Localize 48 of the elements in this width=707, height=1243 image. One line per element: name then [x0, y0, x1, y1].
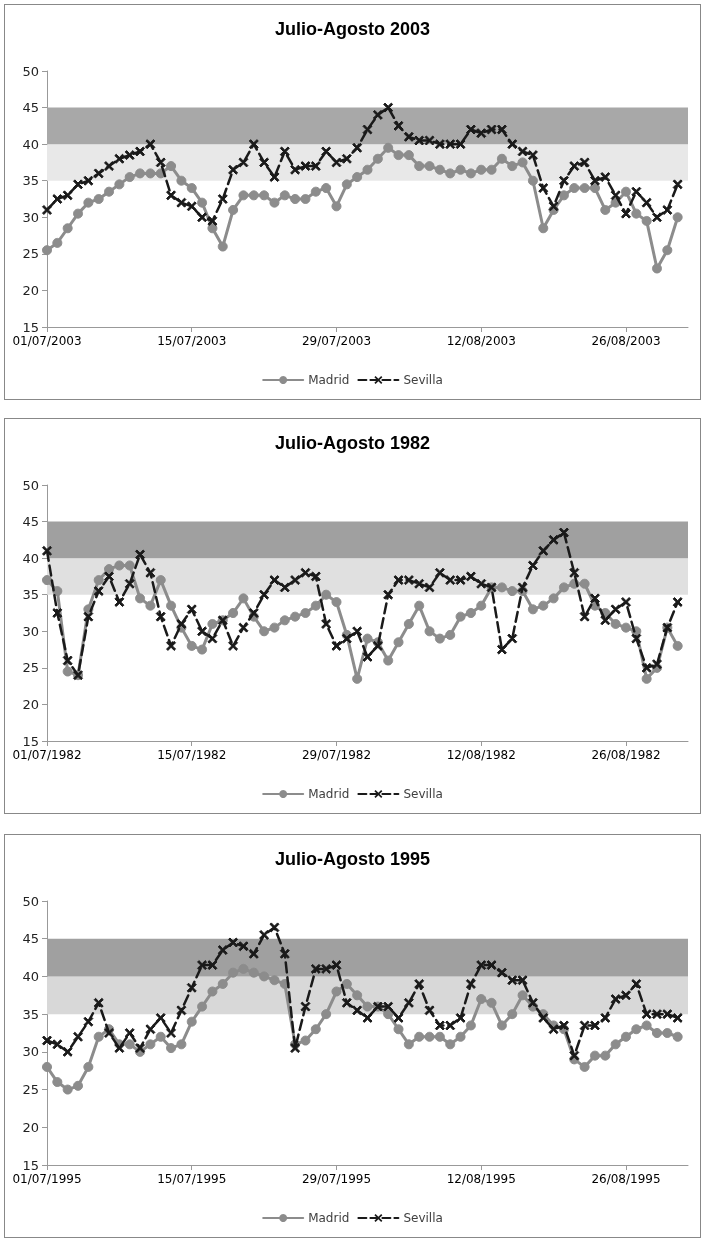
y-tick-label: 40	[22, 968, 39, 984]
x-tick-label: 15/07/2003	[157, 334, 227, 348]
y-tick-label: 20	[22, 1119, 39, 1135]
y-tick-label: 45	[22, 514, 39, 530]
y-tick-label: 35	[22, 173, 39, 189]
x-tick-label: 01/07/1982	[12, 748, 82, 762]
y-tick-label: 35	[22, 1006, 39, 1022]
y-tick-label: 40	[22, 550, 39, 566]
chart-title: Julio-Agosto 1995	[274, 849, 431, 869]
y-tick-label: 20	[22, 696, 39, 712]
legend-label: Sevilla	[403, 373, 443, 387]
y-tick-label: 50	[22, 477, 39, 493]
legend-label: Madrid	[308, 1211, 350, 1225]
legend-label: Madrid	[308, 787, 350, 801]
y-tick-label: 25	[22, 246, 39, 262]
chart-title: Julio-Agosto 2003	[274, 19, 431, 39]
chart-title: Julio-Agosto 1982	[274, 433, 431, 453]
x-tick-label: 01/07/2003	[12, 334, 82, 348]
x-tick-label: 29/07/1995	[301, 1172, 372, 1186]
y-tick-label: 20	[22, 282, 39, 298]
y-tick-label: 15	[22, 733, 39, 749]
y-tick-label: 30	[22, 1044, 39, 1060]
x-tick-label: 29/07/1982	[301, 748, 372, 762]
x-tick-label: 15/07/1995	[157, 1172, 227, 1186]
y-tick-label: 35	[22, 587, 39, 603]
x-tick-label: 26/08/1982	[591, 748, 661, 762]
y-tick-label: 40	[22, 136, 39, 152]
y-tick-label: 45	[22, 931, 39, 947]
x-tick-label: 01/07/1995	[12, 1172, 82, 1186]
y-tick-label: 30	[22, 623, 39, 639]
x-tick-label: 29/07/2003	[301, 334, 372, 348]
x-tick-label: 26/08/2003	[591, 334, 661, 348]
y-tick-label: 50	[22, 63, 39, 79]
y-tick-label: 15	[22, 319, 39, 335]
legend-label: Madrid	[308, 373, 350, 387]
legend-label: Sevilla	[403, 787, 443, 801]
y-tick-label: 45	[22, 100, 39, 116]
y-tick-label: 25	[22, 1082, 39, 1098]
y-tick-label: 30	[22, 209, 39, 225]
y-tick-label: 50	[22, 893, 39, 909]
x-tick-label: 12/08/1982	[446, 748, 516, 762]
legend-label: Sevilla	[403, 1211, 443, 1225]
y-tick-label: 25	[22, 660, 39, 676]
x-tick-label: 12/08/1995	[446, 1172, 516, 1186]
x-tick-label: 15/07/1982	[157, 748, 227, 762]
x-tick-label: 12/08/2003	[446, 334, 516, 348]
y-tick-label: 15	[22, 1157, 39, 1173]
x-tick-label: 26/08/1995	[591, 1172, 661, 1186]
